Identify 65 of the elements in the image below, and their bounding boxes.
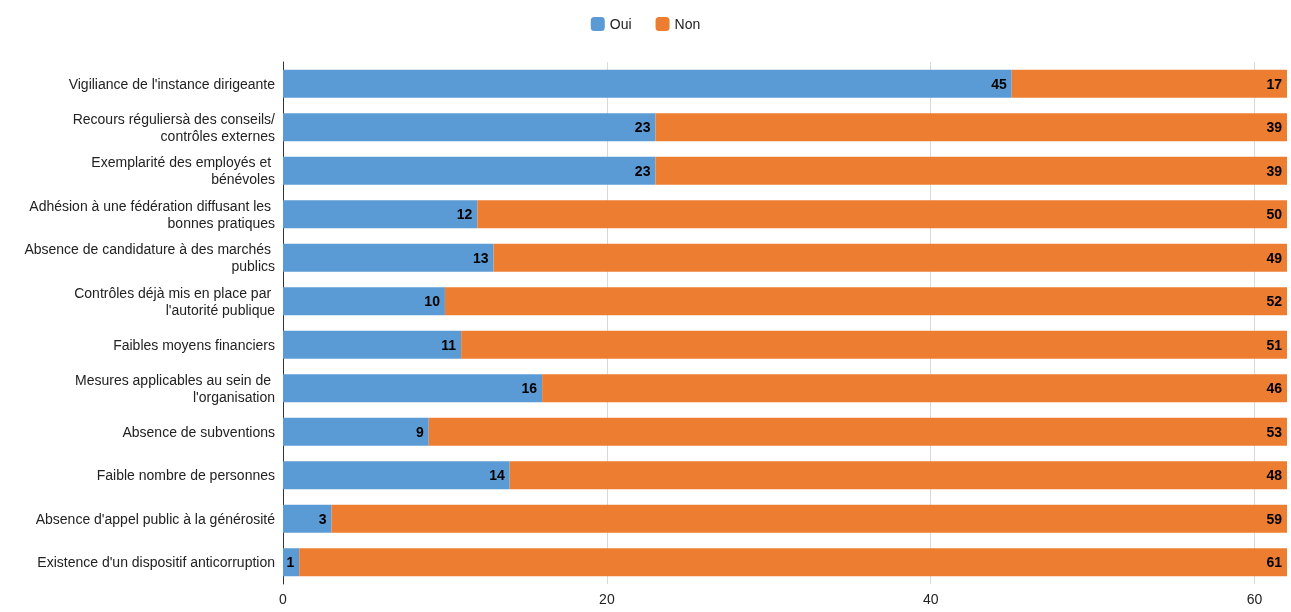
data-label: 51 — [1266, 336, 1283, 353]
data-label: 53 — [1266, 423, 1283, 440]
y-tick-label: Exemplarité des employés et bénévoles — [91, 154, 275, 188]
data-label: 50 — [1266, 206, 1283, 223]
data-label: 3 — [318, 510, 327, 527]
data-label: 39 — [1266, 119, 1283, 136]
y-tick-label: Adhésion à une fédération diffusant les bonnes pratiques — [29, 197, 275, 231]
data-label: 39 — [1266, 162, 1283, 179]
bar — [655, 156, 1287, 185]
y-tick-label: Mesures applicables au sein de l'organisation — [74, 371, 275, 405]
legend-label: Non — [674, 16, 701, 32]
bar — [283, 156, 656, 185]
data-label: 59 — [1266, 510, 1283, 527]
data-label: 45 — [991, 75, 1007, 92]
bar — [477, 200, 1287, 229]
bar — [428, 417, 1287, 446]
data-label: 48 — [1266, 467, 1283, 484]
y-tick-label: Vigiliance de l'instance dirigeante — [68, 75, 276, 92]
y-tick-label: Faible nombre de personnes — [96, 467, 275, 484]
y-tick-label: Recours réguliersà des conseils/contrôles externes — [72, 110, 276, 144]
bar — [283, 374, 543, 403]
x-tick-label: 40 — [922, 591, 939, 607]
legend-label: Oui — [609, 16, 632, 32]
bar — [493, 243, 1287, 272]
data-label: 49 — [1266, 249, 1283, 266]
data-label: 23 — [634, 119, 651, 136]
data-label: 12 — [456, 206, 473, 223]
bar — [542, 374, 1287, 403]
y-tick-label: Absence de subventions — [122, 423, 275, 440]
bar — [283, 417, 429, 446]
bar — [283, 113, 656, 142]
bar — [283, 287, 445, 316]
x-tick-label: 0 — [279, 591, 288, 607]
y-tick-label: Existence d'un dispositif anticorruption — [37, 554, 275, 571]
y-tick-label: Absence de candidature à des marchés publics — [24, 241, 275, 275]
bar — [283, 504, 332, 533]
bar — [283, 461, 510, 490]
data-label: 11 — [441, 336, 457, 353]
data-label: 16 — [521, 380, 538, 397]
data-label: 10 — [424, 293, 441, 310]
bar — [1011, 69, 1287, 98]
x-tick-label: 20 — [599, 591, 615, 607]
data-label: 9 — [415, 423, 424, 440]
data-label: 17 — [1266, 75, 1283, 92]
bar — [299, 548, 1287, 577]
data-label: 61 — [1266, 554, 1283, 571]
bar — [331, 504, 1287, 533]
bar — [655, 113, 1287, 142]
data-label: 23 — [634, 162, 651, 179]
bar — [283, 330, 462, 359]
x-tick-label: 60 — [1246, 591, 1263, 607]
y-tick-label: Absence d'appel public à la générosité — [35, 510, 276, 527]
bar — [283, 243, 494, 272]
bar — [461, 330, 1287, 359]
bar — [444, 287, 1287, 316]
bar — [509, 461, 1287, 490]
bar — [283, 69, 1012, 98]
y-tick-label: Contrôles déjà mis en place par l'autorité publique — [74, 284, 276, 318]
y-tick-label: Faibles moyens financiers — [113, 336, 275, 353]
data-label: 1 — [286, 554, 295, 571]
data-label: 46 — [1266, 380, 1283, 397]
bar — [283, 200, 478, 229]
data-label: 14 — [489, 467, 505, 484]
data-label: 13 — [472, 249, 489, 266]
data-label: 52 — [1266, 293, 1283, 310]
